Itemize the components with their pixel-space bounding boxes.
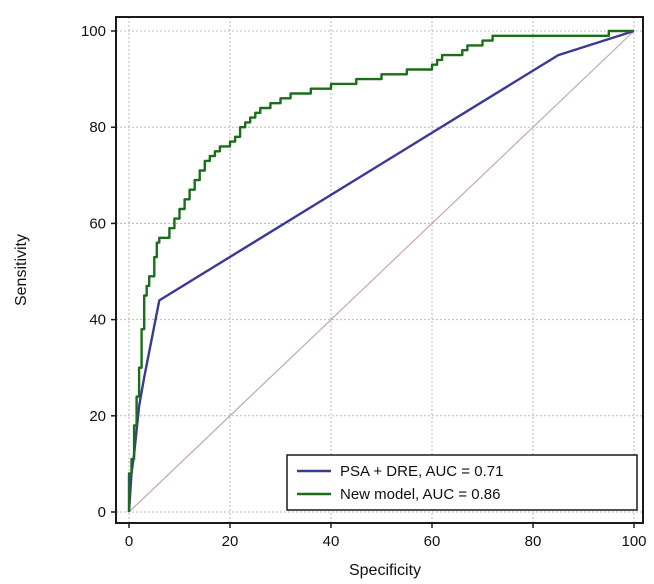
reference-line [128, 30, 635, 513]
x-tick-label-4: 80 [525, 533, 542, 550]
reference-diagonal [128, 30, 635, 513]
y-tick-label-5: 100 [81, 23, 106, 40]
y-tick-label-3: 60 [89, 215, 106, 232]
y-tick-label-1: 20 [89, 408, 106, 425]
x-tick-label-5: 100 [621, 533, 646, 550]
series-group [127, 29, 635, 513]
y-axis-title: Sensitivity [13, 234, 30, 306]
series-line-1 [127, 29, 634, 512]
y-tick-label-2: 40 [89, 312, 106, 329]
axis-tick-labels: 0 20 40 60 80 100 0 20 40 60 80 100 [81, 23, 647, 550]
legend-box [286, 454, 638, 511]
x-tick-label-3: 60 [424, 533, 441, 550]
grid [116, 17, 643, 523]
x-tick-label-2: 40 [323, 533, 340, 550]
plot-frame [115, 16, 644, 524]
y-tick-label-4: 80 [89, 119, 106, 136]
x-tick-label-1: 20 [222, 533, 239, 550]
x-axis-title: Specificity [349, 562, 421, 579]
axis-ticks [111, 30, 635, 528]
x-tick-label-0: 0 [125, 533, 133, 550]
y-tick-label-0: 0 [98, 504, 106, 521]
legend-label-psa-dre: PSA + DRE, AUC = 0.71 [340, 463, 503, 480]
legend-label-new-model: New model, AUC = 0.86 [340, 486, 501, 503]
legend: PSA + DRE, AUC = 0.71 New model, AUC = 0… [286, 454, 638, 511]
